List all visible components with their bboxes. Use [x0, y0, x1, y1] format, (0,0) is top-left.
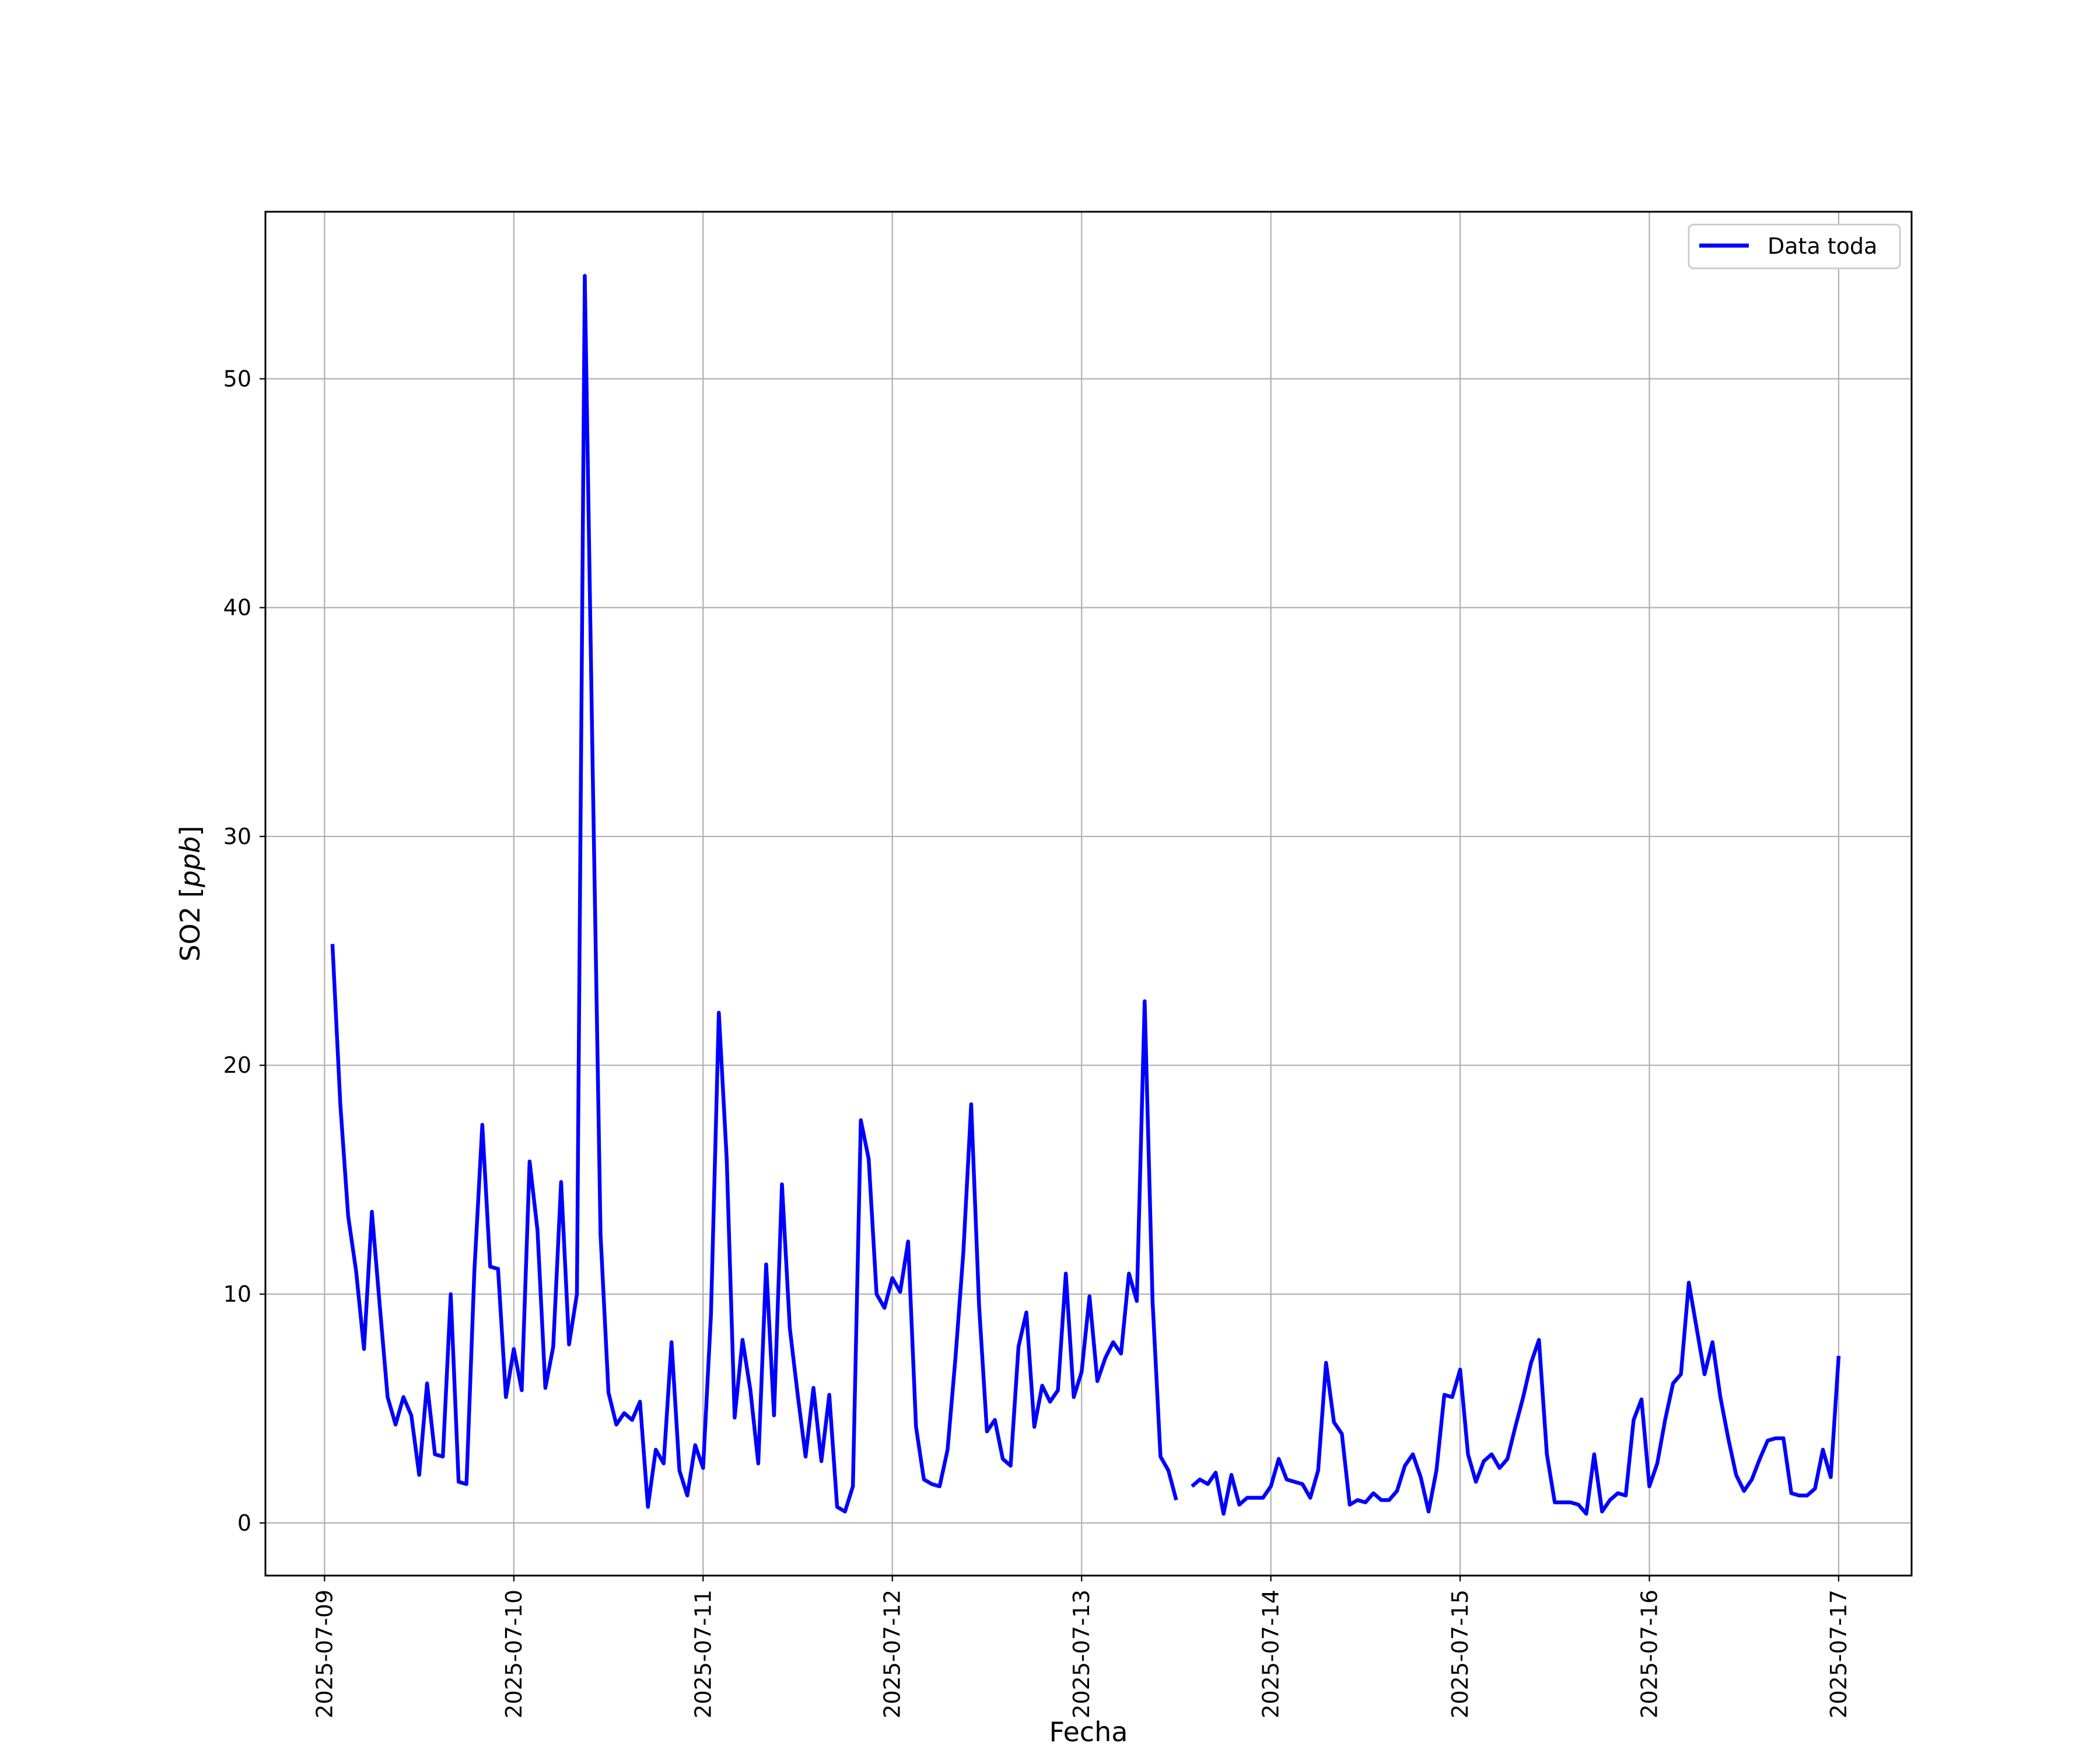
plot-frame	[264, 211, 1913, 1577]
y-tick-label: 40	[223, 595, 251, 621]
legend-label: Data toda	[1768, 233, 1877, 259]
y-axis-label-close: ]	[174, 826, 206, 836]
x-tick-label: 2025-07-11	[690, 1590, 716, 1718]
x-tick-label: 2025-07-14	[1258, 1590, 1284, 1718]
y-tick-label: 20	[223, 1052, 251, 1078]
x-tick-label: 2025-07-09	[312, 1590, 337, 1718]
y-tick-label: 50	[223, 366, 251, 391]
series-layer	[330, 274, 1841, 1516]
y-tick-label: 30	[223, 824, 251, 849]
grid	[265, 212, 1912, 1576]
legend: Data toda	[1688, 223, 1901, 270]
x-tick-label: 2025-07-16	[1637, 1590, 1662, 1718]
x-tick-label: 2025-07-17	[1826, 1590, 1852, 1718]
series-line-data-toda	[330, 274, 1178, 1514]
x-axis: 2025-07-09 2025-07-10 2025-07-11 2025-07-12…	[312, 1576, 1852, 1718]
y-axis-label-unit: ppb	[174, 836, 206, 888]
y-tick-label: 0	[237, 1510, 251, 1536]
series-line-data-toda	[1191, 1280, 1841, 1516]
x-tick-label: 2025-07-15	[1447, 1590, 1473, 1718]
x-tick-label: 2025-07-13	[1069, 1590, 1094, 1718]
legend-box	[1688, 223, 1901, 270]
plot-area	[265, 212, 1912, 1576]
x-tick-label: 2025-07-12	[880, 1590, 905, 1718]
y-axis-label-main: SO2 [	[174, 887, 206, 961]
y-axis: 0 10 20 30 40 50	[223, 366, 265, 1536]
x-axis-label: Fecha	[1049, 1716, 1128, 1748]
y-axis-label: SO2 [ppb]	[174, 826, 206, 962]
y-tick-label: 10	[223, 1281, 251, 1307]
x-tick-label: 2025-07-10	[501, 1590, 527, 1718]
